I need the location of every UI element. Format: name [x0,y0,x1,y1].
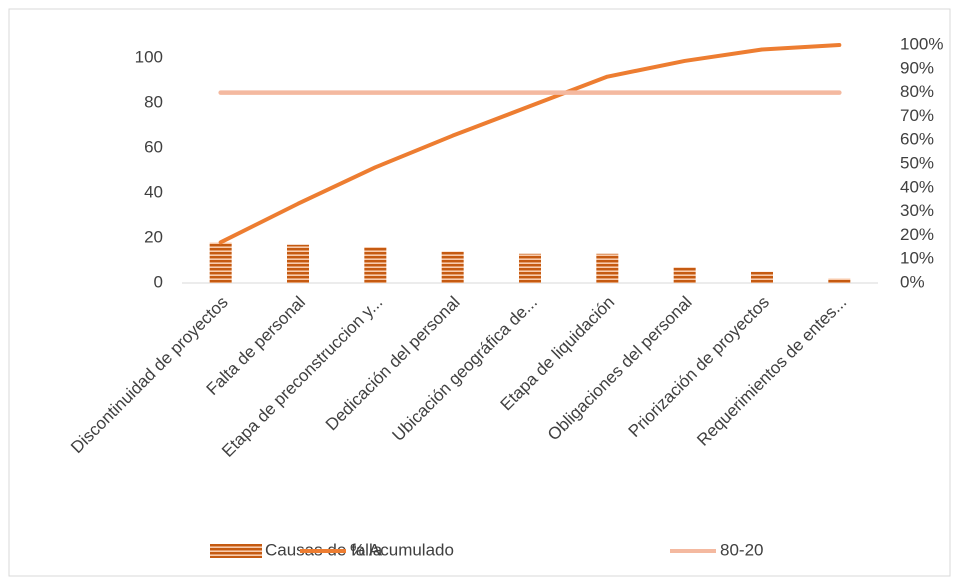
bar [441,251,464,283]
line-series [218,43,842,245]
bar [596,253,619,283]
y2-tick-label: 20% [900,225,934,244]
bar [673,267,696,283]
y2-tick-label: 60% [900,130,934,149]
y2-tick-label: 80% [900,82,934,101]
bar [209,242,232,283]
y2-tick-label: 10% [900,249,934,268]
y-tick-label: 20 [144,228,163,247]
bar [287,244,309,283]
y-tick-label: 0 [154,272,163,291]
y2-tick-label: 70% [900,106,934,125]
chart-border [8,8,951,577]
legend-label: % Acumulado [350,540,454,559]
y2-tick-label: 0% [900,272,925,291]
bar [364,247,387,283]
y-tick-label: 80 [144,93,163,112]
legend-label: 80-20 [720,540,763,559]
bar [828,278,851,283]
y2-tick-label: 40% [900,177,934,196]
y2-tick-label: 100% [900,34,943,53]
legend-swatch [210,544,262,558]
y-tick-label: 60 [144,138,163,157]
y-tick-label: 40 [144,183,163,202]
y-tick-label: 100 [135,48,163,67]
bar [519,253,541,283]
bar [751,271,773,283]
y2-tick-label: 30% [900,201,934,220]
y2-tick-label: 50% [900,153,934,172]
y2-tick-label: 90% [900,58,934,77]
